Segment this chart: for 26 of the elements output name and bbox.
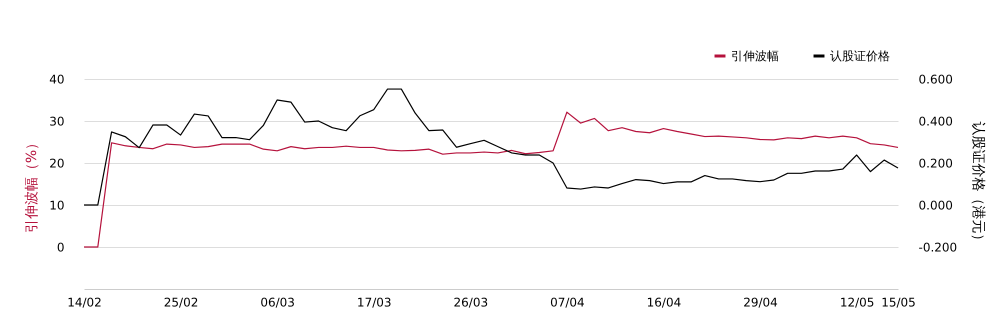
y-tick-label: 10 (49, 198, 64, 212)
y-tick-label: 30 (49, 114, 64, 128)
x-tick-label: 26/03 (454, 296, 488, 310)
y2-tick-label: -0.200 (918, 240, 958, 254)
x-tick-label: 29/04 (743, 296, 778, 310)
x-tick-label: 25/02 (164, 296, 198, 310)
x-tick-label: 14/02 (67, 296, 102, 310)
y-tick-label: 20 (49, 156, 64, 170)
y-tick-label: 40 (49, 72, 64, 86)
legend-label: 认股证价格 (830, 49, 890, 63)
x-tick-label: 15/05 (881, 296, 916, 310)
x-tick-label: 12/05 (840, 296, 874, 310)
x-tick-label: 06/03 (260, 296, 295, 310)
y-axis-title: 引伸波幅（%） (24, 136, 40, 234)
y2-tick-label: 0.400 (918, 114, 953, 128)
x-tick-label: 16/04 (646, 296, 682, 310)
y-tick-label: 0 (56, 240, 64, 254)
legend-label: 引伸波幅 (731, 49, 779, 63)
y2-tick-label: 0.000 (918, 198, 953, 212)
x-tick-label: 07/04 (550, 296, 585, 310)
line-series (83, 112, 899, 248)
y2-tick-label: 0.200 (918, 156, 953, 170)
x-tick-label: 17/03 (356, 296, 392, 310)
y2-axis-title: 认股证价格（港元） (970, 122, 986, 248)
y2-tick-label: 0.600 (918, 72, 953, 86)
line-series (83, 88, 899, 206)
